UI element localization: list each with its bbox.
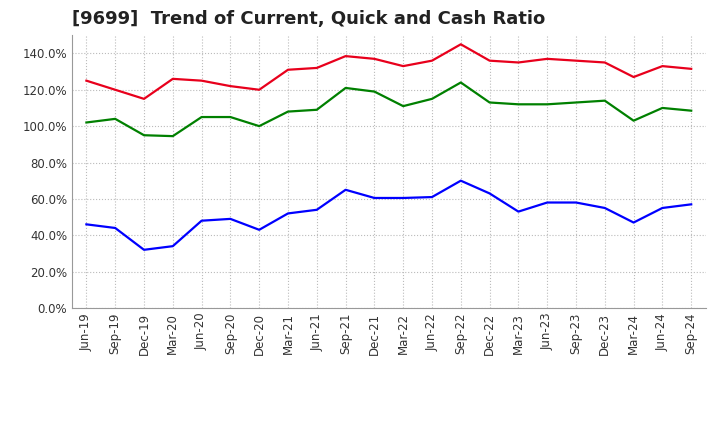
Current Ratio	[428, 58, 436, 63]
Quick Ratio	[687, 108, 696, 114]
Cash Ratio	[140, 247, 148, 253]
Cash Ratio	[658, 205, 667, 211]
Current Ratio	[82, 78, 91, 83]
Cash Ratio	[456, 178, 465, 183]
Line: Cash Ratio: Cash Ratio	[86, 181, 691, 250]
Cash Ratio	[284, 211, 292, 216]
Cash Ratio	[514, 209, 523, 214]
Current Ratio	[255, 87, 264, 92]
Current Ratio	[312, 65, 321, 70]
Cash Ratio	[428, 194, 436, 200]
Cash Ratio	[399, 195, 408, 201]
Current Ratio	[284, 67, 292, 73]
Cash Ratio	[197, 218, 206, 224]
Cash Ratio	[629, 220, 638, 225]
Cash Ratio	[572, 200, 580, 205]
Current Ratio	[629, 74, 638, 80]
Quick Ratio	[111, 116, 120, 121]
Quick Ratio	[428, 96, 436, 102]
Current Ratio	[658, 63, 667, 69]
Current Ratio	[197, 78, 206, 83]
Quick Ratio	[341, 85, 350, 91]
Text: [9699]  Trend of Current, Quick and Cash Ratio: [9699] Trend of Current, Quick and Cash …	[72, 10, 545, 28]
Current Ratio	[600, 60, 609, 65]
Current Ratio	[399, 63, 408, 69]
Quick Ratio	[370, 89, 379, 94]
Quick Ratio	[255, 124, 264, 129]
Quick Ratio	[514, 102, 523, 107]
Cash Ratio	[600, 205, 609, 211]
Current Ratio	[226, 84, 235, 89]
Cash Ratio	[370, 195, 379, 201]
Cash Ratio	[341, 187, 350, 192]
Quick Ratio	[197, 114, 206, 120]
Quick Ratio	[629, 118, 638, 123]
Current Ratio	[514, 60, 523, 65]
Cash Ratio	[168, 243, 177, 249]
Cash Ratio	[111, 225, 120, 231]
Current Ratio	[140, 96, 148, 102]
Cash Ratio	[485, 191, 494, 196]
Current Ratio	[370, 56, 379, 62]
Quick Ratio	[140, 132, 148, 138]
Quick Ratio	[600, 98, 609, 103]
Line: Current Ratio: Current Ratio	[86, 44, 691, 99]
Current Ratio	[687, 66, 696, 71]
Quick Ratio	[543, 102, 552, 107]
Quick Ratio	[312, 107, 321, 112]
Quick Ratio	[485, 100, 494, 105]
Quick Ratio	[168, 133, 177, 139]
Current Ratio	[572, 58, 580, 63]
Current Ratio	[485, 58, 494, 63]
Cash Ratio	[82, 222, 91, 227]
Quick Ratio	[82, 120, 91, 125]
Quick Ratio	[284, 109, 292, 114]
Cash Ratio	[543, 200, 552, 205]
Quick Ratio	[456, 80, 465, 85]
Current Ratio	[456, 42, 465, 47]
Cash Ratio	[226, 216, 235, 221]
Cash Ratio	[687, 202, 696, 207]
Quick Ratio	[658, 105, 667, 110]
Cash Ratio	[255, 227, 264, 232]
Current Ratio	[111, 87, 120, 92]
Quick Ratio	[572, 100, 580, 105]
Current Ratio	[543, 56, 552, 62]
Quick Ratio	[226, 114, 235, 120]
Line: Quick Ratio: Quick Ratio	[86, 82, 691, 136]
Current Ratio	[168, 76, 177, 81]
Cash Ratio	[312, 207, 321, 213]
Current Ratio	[341, 54, 350, 59]
Quick Ratio	[399, 103, 408, 109]
